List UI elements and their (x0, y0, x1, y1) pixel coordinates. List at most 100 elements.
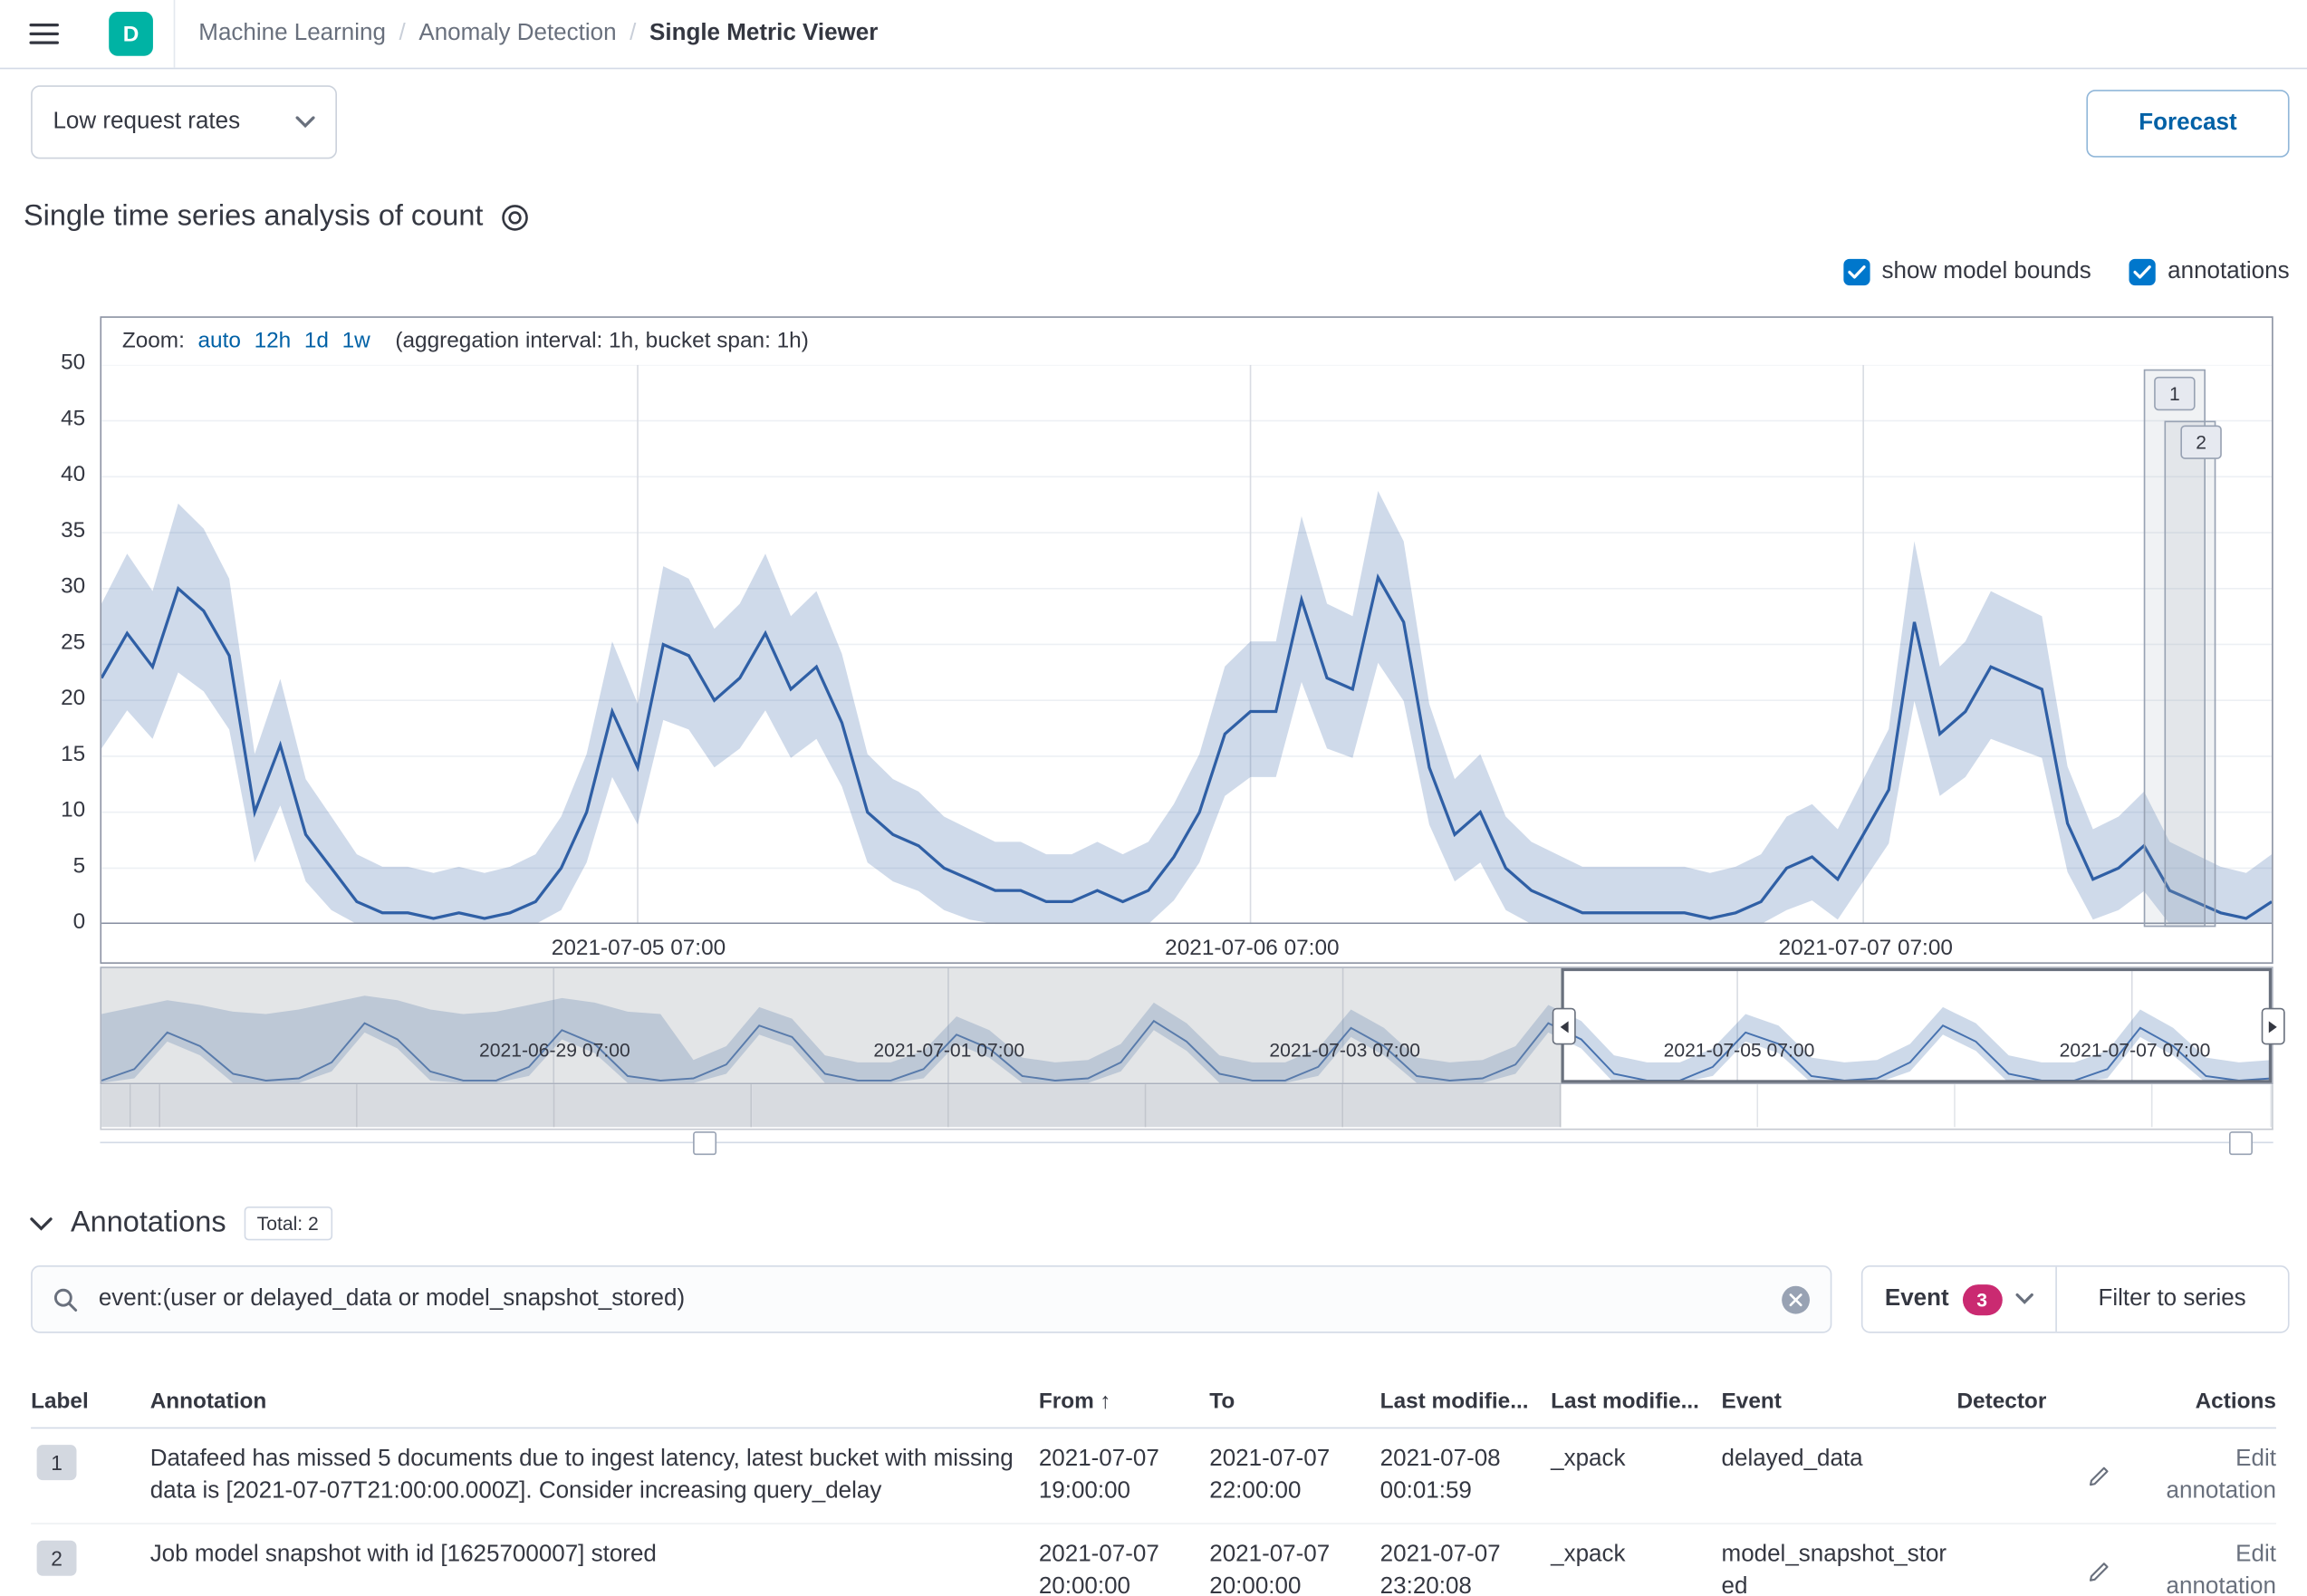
main-plot-area (101, 364, 2273, 925)
breadcrumb-separator: / (630, 20, 637, 46)
context-axis-label: 2021-07-03 07:00 (1269, 1038, 1421, 1062)
swimlane-cell (1343, 1084, 1562, 1128)
context-axis-label: 2021-07-07 07:00 (2059, 1038, 2211, 1062)
zoom-12h-link[interactable]: 12h (254, 328, 292, 353)
app-logo[interactable]: D (109, 11, 153, 56)
context-axis-label: 2021-06-29 07:00 (479, 1038, 630, 1062)
annotation-last-modified: 2021-07-07 23:20:08 (1379, 1542, 1501, 1596)
y-axis-label: 20 (61, 685, 86, 711)
col-header-detector[interactable]: Detector (1956, 1389, 2047, 1415)
checkbox-checked-icon (2129, 258, 2157, 286)
breadcrumb-separator: / (399, 20, 406, 46)
col-header-annotation[interactable]: Annotation (149, 1389, 267, 1415)
col-header-to[interactable]: To (1209, 1389, 1235, 1415)
aggregation-info: (aggregation interval: 1h, bucket span: … (395, 328, 809, 353)
col-header-actions: Actions (2195, 1389, 2276, 1415)
edit-annotation-button[interactable]: Edit annotation (2088, 1539, 2276, 1596)
event-filter-dropdown[interactable]: Event 3 (1862, 1266, 2057, 1332)
annotations-title: Annotations (70, 1207, 226, 1239)
annotation-marker-label[interactable]: 1 (2154, 376, 2196, 411)
context-chart[interactable]: 2021-06-29 07:00 2021-07-01 07:00 2021-0… (100, 966, 2285, 1085)
collapse-chevron-icon[interactable] (29, 1216, 53, 1231)
context-axis-label: 2021-07-05 07:00 (1663, 1038, 1815, 1062)
annotations-search[interactable] (31, 1264, 1832, 1333)
table-row: 2 Job model snapshot with id [1625700007… (31, 1524, 2276, 1596)
swimlane-cell (357, 1084, 555, 1128)
swimlane-cell (160, 1084, 358, 1128)
annotation-to: 2021-07-07 20:00:00 (1209, 1542, 1331, 1596)
swimlane-cell (752, 1084, 949, 1128)
annotation-from: 2021-07-07 20:00:00 (1038, 1542, 1159, 1596)
annotations-filter-group: Event 3 Filter to series (1860, 1264, 2290, 1333)
y-axis-label: 25 (61, 630, 86, 655)
swimlane-scroll-track (100, 1141, 2273, 1144)
search-input[interactable] (95, 1284, 1783, 1314)
chevron-down-icon (295, 116, 315, 129)
dataset-ring-icon[interactable] (501, 202, 530, 231)
col-header-event[interactable]: Event (1721, 1389, 1782, 1415)
swimlane-cell (1561, 1084, 1759, 1128)
swimlane-cell (1146, 1084, 1344, 1128)
zoom-1w-link[interactable]: 1w (341, 328, 370, 353)
col-header-from[interactable]: From ↑ (1038, 1389, 1111, 1415)
zoom-auto-link[interactable]: auto (197, 328, 241, 353)
zoom-1d-link[interactable]: 1d (303, 328, 329, 353)
edit-annotation-button[interactable]: Edit annotation (2088, 1444, 2276, 1508)
annotation-last-modified-by: _xpack (1551, 1542, 1626, 1567)
annotation-marker-region[interactable] (2164, 420, 2216, 928)
swimlane-cell (948, 1084, 1147, 1128)
chevron-down-icon (2014, 1293, 2033, 1305)
y-axis-label: 35 (61, 517, 86, 543)
unselected-range-mask[interactable] (101, 967, 1562, 1083)
annotation-to: 2021-07-07 22:00:00 (1209, 1446, 1331, 1505)
swimlane-scroll-handle-left[interactable] (693, 1131, 717, 1156)
breadcrumb-anomaly-detection[interactable]: Anomaly Detection (418, 20, 617, 46)
breadcrumb-machine-learning[interactable]: Machine Learning (198, 20, 386, 46)
table-header-row: Label Annotation From ↑ To Last modifie..… (31, 1380, 2276, 1429)
checkbox-checked-icon (1843, 258, 1870, 286)
swimlane-cell (1955, 1084, 2153, 1128)
top-bar: D Machine Learning / Anomaly Detection /… (0, 0, 2307, 70)
topbar-divider (173, 0, 176, 68)
annotation-text: Datafeed has missed 5 documents due to i… (149, 1446, 1014, 1505)
swimlane-scroll-handle-right[interactable] (2228, 1131, 2253, 1156)
col-header-label[interactable]: Label (31, 1389, 89, 1415)
menu-icon[interactable] (0, 0, 88, 68)
swimlane[interactable] (100, 1084, 2273, 1130)
y-axis-label: 50 (61, 350, 86, 376)
y-axis-label: 40 (61, 462, 86, 487)
y-axis-label: 45 (61, 406, 86, 431)
col-header-last-modified-date[interactable]: Last modifie... (1379, 1389, 1529, 1415)
swimlane-cell (101, 1084, 131, 1128)
sort-asc-icon: ↑ (1100, 1389, 1111, 1415)
time-series-chart[interactable]: Zoom: auto 12h 1d 1w (aggregation interv… (100, 316, 2273, 964)
annotations-checkbox[interactable]: annotations (2129, 258, 2290, 286)
annotation-label-badge: 2 (36, 1540, 77, 1576)
x-axis-label: 2021-07-06 07:00 (1165, 936, 1340, 961)
time-range-brush[interactable] (1561, 967, 2273, 1083)
checkbox-label: annotations (2168, 258, 2290, 284)
search-icon (53, 1287, 78, 1312)
annotation-marker-label[interactable]: 2 (2180, 425, 2222, 459)
event-filter-count-badge: 3 (1962, 1284, 2003, 1315)
x-axis-label: 2021-07-07 07:00 (1778, 936, 1953, 961)
annotation-from: 2021-07-07 19:00:00 (1038, 1446, 1159, 1505)
y-axis-label: 15 (61, 741, 86, 767)
show-model-bounds-checkbox[interactable]: show model bounds (1843, 258, 2091, 286)
swimlane-cell (2152, 1084, 2273, 1128)
annotations-total-badge: Total: 2 (244, 1207, 332, 1241)
chart-options: show model bounds annotations (1843, 258, 2290, 286)
job-selector-dropdown[interactable]: Low request rates (31, 85, 337, 159)
clear-search-icon[interactable] (1782, 1284, 1811, 1313)
filter-to-series-button[interactable]: Filter to series (2098, 1285, 2246, 1312)
brush-handle-left[interactable] (1552, 1007, 1576, 1045)
job-selector-value: Low request rates (53, 109, 241, 134)
swimlane-cell (1758, 1084, 1956, 1128)
x-axis-label: 2021-07-05 07:00 (551, 936, 726, 961)
forecast-button[interactable]: Forecast (2086, 90, 2290, 158)
breadcrumb: Machine Learning / Anomaly Detection / S… (198, 21, 878, 47)
annotation-text: Job model snapshot with id [1625700007] … (149, 1542, 657, 1567)
brush-handle-right[interactable] (2261, 1007, 2285, 1045)
col-header-last-modified-by[interactable]: Last modifie... (1551, 1389, 1699, 1415)
